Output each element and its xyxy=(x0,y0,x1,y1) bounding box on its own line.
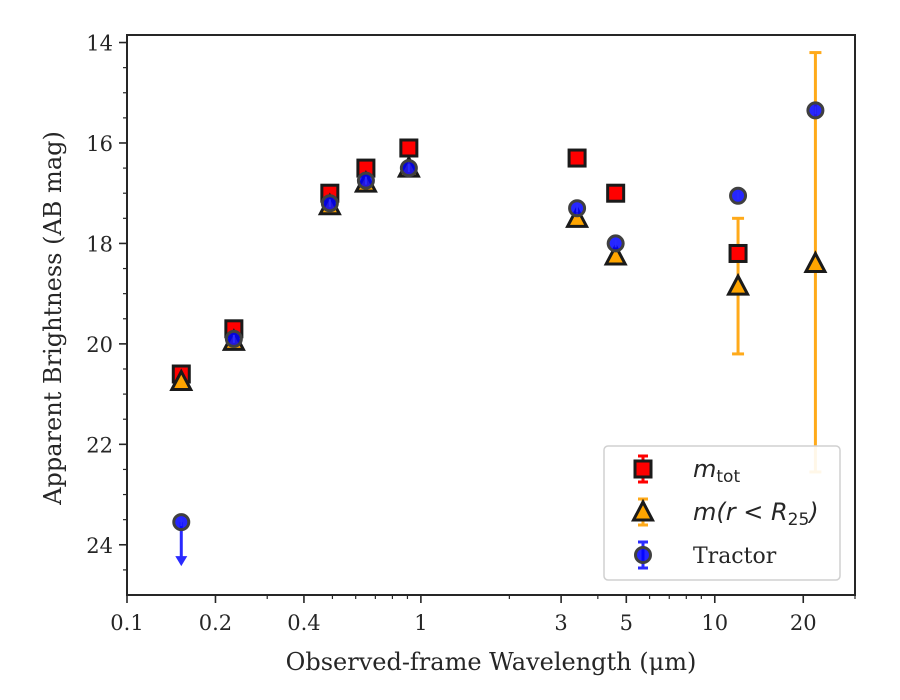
legend-label: Tractor xyxy=(693,544,777,569)
data-point-triangle xyxy=(726,272,751,296)
x-tick-label: 0.2 xyxy=(199,611,232,635)
upper-limit-arrow xyxy=(175,556,188,567)
x-tick-label: 10 xyxy=(701,611,728,635)
x-tick-label: 0.1 xyxy=(110,611,143,635)
series-markers-circle xyxy=(172,101,825,532)
legend-entry-circle: Tractor xyxy=(634,540,777,570)
x-tick-label: 0.4 xyxy=(287,611,320,635)
axes-frame xyxy=(126,34,856,596)
data-point-square xyxy=(606,183,626,203)
data-point-triangle xyxy=(169,368,194,392)
y-tick-label: 14 xyxy=(86,32,113,56)
data-point-triangle xyxy=(803,250,828,274)
legend-marker-circle xyxy=(634,546,652,564)
data-point-square xyxy=(567,148,587,168)
data-point-square xyxy=(399,138,419,158)
y-tick-label: 24 xyxy=(86,534,113,558)
axis-ticks: 0.1 0.2 0.4 1 3 5 10 20 14 16 18 20 22 24 xyxy=(86,32,856,635)
plot-area xyxy=(126,34,856,596)
data-point-triangle xyxy=(603,242,628,266)
x-tick-label: 5 xyxy=(620,611,633,635)
x-tick-label: 20 xyxy=(790,611,817,635)
x-tick-label: 3 xyxy=(554,611,567,635)
legend-marker-triangle xyxy=(631,498,655,522)
y-tick-label: 16 xyxy=(86,132,113,156)
y-tick-label: 18 xyxy=(86,232,113,256)
legend-entry-triangle: m(r < R25) xyxy=(631,497,819,530)
legend: mtot m(r < R25) Tractor xyxy=(603,445,841,581)
y-tick-label: 22 xyxy=(86,433,113,457)
data-point-triangle xyxy=(565,205,590,228)
legend-entry-square: mtot xyxy=(633,454,740,487)
series-markers-square xyxy=(171,138,748,384)
y-tick-label: 20 xyxy=(86,333,113,357)
x-tick-label: 1 xyxy=(414,611,427,635)
data-point-square xyxy=(728,243,748,263)
legend-marker-square xyxy=(633,459,653,479)
legend-box xyxy=(603,445,841,581)
y-axis-label: Apparent Brightness (AB mag) xyxy=(39,131,67,506)
series-markers-triangle xyxy=(169,154,828,392)
x-axis-label: Observed-frame Wavelength (μm) xyxy=(286,648,697,676)
legend-label: mtot xyxy=(693,455,740,487)
legend-label: m(r < R25) xyxy=(693,498,819,530)
